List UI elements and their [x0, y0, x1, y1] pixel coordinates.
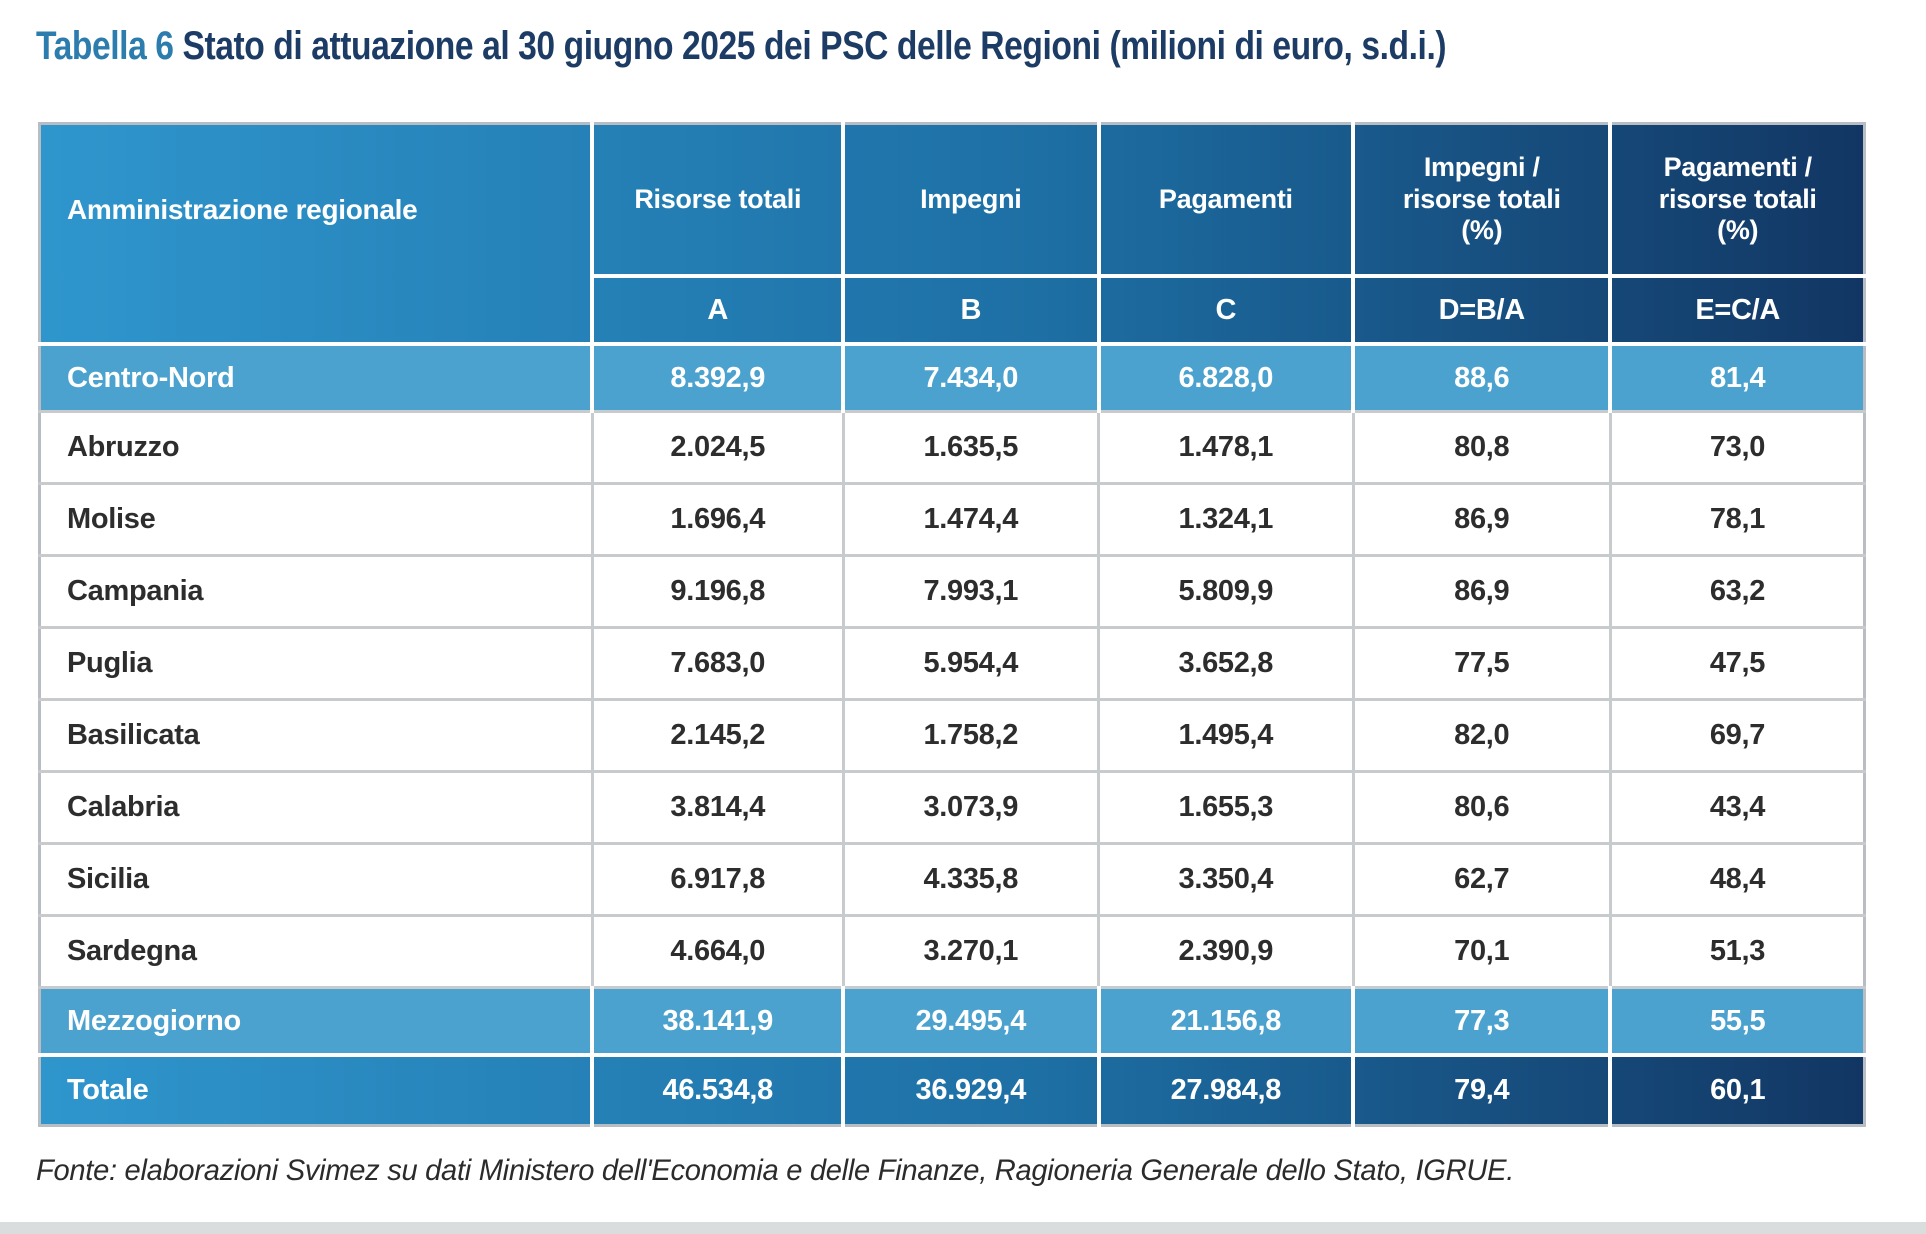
cell-value: 3.652,8 — [1097, 626, 1355, 701]
cell-value: 81,4 — [1610, 342, 1865, 413]
cell-value: 4.664,0 — [590, 914, 845, 989]
subheader-d: D=B/A — [1353, 276, 1613, 346]
cell-value: 78,1 — [1608, 482, 1865, 557]
cell-value: 1.324,1 — [1097, 482, 1355, 557]
data-table: Amministrazione regionale Risorse totali… — [38, 122, 1866, 1127]
cell-value: 1.635,5 — [841, 410, 1101, 485]
row-label: Totale — [39, 1053, 595, 1126]
cell-value: 86,9 — [1351, 554, 1612, 629]
table-row-calabria: Calabria 3.814,4 3.073,9 1.655,3 80,6 43… — [39, 770, 1865, 845]
page-title: Tabella 6 Stato di attuazione al 30 giug… — [36, 24, 1447, 69]
cell-value: 80,8 — [1351, 410, 1612, 485]
table-row-sicilia: Sicilia 6.917,8 4.335,8 3.350,4 62,7 48,… — [39, 842, 1865, 917]
subheader-a: A — [592, 276, 846, 346]
source-note: Fonte: elaborazioni Svimez su dati Minis… — [36, 1154, 1514, 1187]
cell-value: 88,6 — [1353, 342, 1613, 413]
subheader-b: B — [843, 276, 1101, 346]
cell-value: 3.814,4 — [590, 770, 845, 845]
column-header-impegni: Impegni — [843, 123, 1101, 278]
row-label: Abruzzo — [39, 410, 594, 485]
cell-value: 7.434,0 — [843, 342, 1101, 413]
table-row-centro-nord: Centro-Nord 8.392,9 7.434,0 6.828,0 88,6… — [39, 342, 1865, 413]
subheader-c: C — [1098, 276, 1356, 346]
cell-value: 1.495,4 — [1097, 698, 1355, 773]
subheader-row: A B C D=B/A E=C/A — [39, 276, 1865, 346]
bottom-divider-bar — [0, 1222, 1926, 1234]
cell-value: 6.828,0 — [1098, 342, 1356, 413]
table-row-campania: Campania 9.196,8 7.993,1 5.809,9 86,9 63… — [39, 554, 1865, 629]
cell-value: 2.390,9 — [1097, 914, 1355, 989]
cell-value: 3.270,1 — [841, 914, 1101, 989]
cell-value: 9.196,8 — [590, 554, 845, 629]
cell-value: 3.350,4 — [1097, 842, 1355, 917]
cell-value: 2.024,5 — [590, 410, 845, 485]
cell-value: 51,3 — [1608, 914, 1865, 989]
table-number-label: Tabella 6 — [36, 24, 174, 68]
table-row-basilicata: Basilicata 2.145,2 1.758,2 1.495,4 82,0 … — [39, 698, 1865, 773]
column-header-amministrazione: Amministrazione regionale — [39, 123, 595, 346]
table-row-puglia: Puglia 7.683,0 5.954,4 3.652,8 77,5 47,5 — [39, 626, 1865, 701]
cell-value: 77,5 — [1351, 626, 1612, 701]
cell-value: 29.495,4 — [843, 986, 1101, 1057]
row-label: Centro-Nord — [39, 342, 595, 413]
cell-value: 1.758,2 — [841, 698, 1101, 773]
row-label: Sardegna — [39, 914, 594, 989]
cell-value: 27.984,8 — [1098, 1053, 1356, 1126]
row-label: Campania — [39, 554, 594, 629]
cell-value: 82,0 — [1351, 698, 1612, 773]
cell-value: 63,2 — [1608, 554, 1865, 629]
column-header-risorse-totali: Risorse totali — [592, 123, 846, 278]
row-label: Basilicata — [39, 698, 594, 773]
cell-value: 69,7 — [1608, 698, 1865, 773]
cell-value: 5.954,4 — [841, 626, 1101, 701]
cell-value: 77,3 — [1353, 986, 1613, 1057]
cell-value: 3.073,9 — [841, 770, 1101, 845]
table-row-molise: Molise 1.696,4 1.474,4 1.324,1 86,9 78,1 — [39, 482, 1865, 557]
cell-value: 2.145,2 — [590, 698, 845, 773]
cell-value: 62,7 — [1351, 842, 1612, 917]
cell-value: 7.683,0 — [590, 626, 845, 701]
column-header-pagamenti: Pagamenti — [1098, 123, 1356, 278]
column-header-pagamenti-su-risorse: Pagamenti / risorse totali (%) — [1610, 123, 1865, 278]
cell-value: 5.809,9 — [1097, 554, 1355, 629]
table-row-totale: Totale 46.534,8 36.929,4 27.984,8 79,4 6… — [39, 1053, 1865, 1126]
cell-value: 47,5 — [1608, 626, 1865, 701]
cell-value: 46.534,8 — [592, 1053, 846, 1126]
cell-value: 6.917,8 — [590, 842, 845, 917]
table-title-text: Stato di attuazione al 30 giugno 2025 de… — [173, 24, 1447, 68]
row-label: Mezzogiorno — [39, 986, 595, 1057]
row-label: Puglia — [39, 626, 594, 701]
cell-value: 55,5 — [1610, 986, 1865, 1057]
cell-value: 1.696,4 — [590, 482, 845, 557]
cell-value: 86,9 — [1351, 482, 1612, 557]
cell-value: 38.141,9 — [592, 986, 846, 1057]
cell-value: 73,0 — [1608, 410, 1865, 485]
cell-value: 4.335,8 — [841, 842, 1101, 917]
cell-value: 21.156,8 — [1098, 986, 1356, 1057]
cell-value: 70,1 — [1351, 914, 1612, 989]
cell-value: 1.655,3 — [1097, 770, 1355, 845]
cell-value: 43,4 — [1608, 770, 1865, 845]
cell-value: 8.392,9 — [592, 342, 846, 413]
column-header-impegni-su-risorse: Impegni / risorse totali (%) — [1353, 123, 1613, 278]
cell-value: 36.929,4 — [843, 1053, 1101, 1126]
cell-value: 79,4 — [1353, 1053, 1613, 1126]
cell-value: 7.993,1 — [841, 554, 1101, 629]
cell-value: 1.474,4 — [841, 482, 1101, 557]
row-label: Calabria — [39, 770, 594, 845]
header-row: Amministrazione regionale Risorse totali… — [39, 123, 1865, 346]
table-row-mezzogiorno: Mezzogiorno 38.141,9 29.495,4 21.156,8 7… — [39, 986, 1865, 1057]
table-row-abruzzo: Abruzzo 2.024,5 1.635,5 1.478,1 80,8 73,… — [39, 410, 1865, 485]
cell-value: 60,1 — [1610, 1053, 1865, 1126]
cell-value: 80,6 — [1351, 770, 1612, 845]
row-label: Molise — [39, 482, 594, 557]
table-row-sardegna: Sardegna 4.664,0 3.270,1 2.390,9 70,1 51… — [39, 914, 1865, 989]
subheader-e: E=C/A — [1610, 276, 1865, 346]
row-label: Sicilia — [39, 842, 594, 917]
cell-value: 48,4 — [1608, 842, 1865, 917]
cell-value: 1.478,1 — [1097, 410, 1355, 485]
